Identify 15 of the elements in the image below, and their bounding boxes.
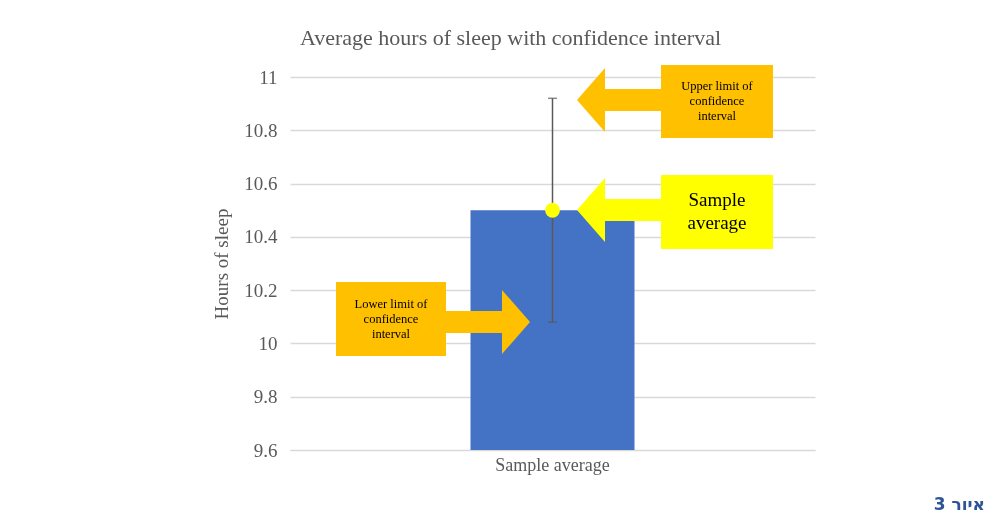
y-tick-label: 10.6 [244, 173, 278, 195]
chart-title: Average hours of sleep with confidence interval [299, 25, 722, 50]
y-tick-label: 10.8 [244, 119, 278, 141]
y-tick-label: 11 [259, 66, 278, 88]
text: איור 3 [933, 494, 985, 514]
y-tick-label: 9.6 [253, 439, 278, 461]
y-axis-title: Hours of sleep [211, 208, 233, 320]
callout-box: Lower limit of confidence interval [336, 282, 446, 356]
x-tick-label: Sample average [495, 454, 610, 475]
callout-box: Upper limit of confidence interval [661, 65, 773, 138]
callout-box: Sample average [661, 175, 773, 249]
y-tick-label: 10 [258, 332, 278, 354]
y-tick-label: 9.8 [253, 386, 278, 408]
y-tick-label: 10.4 [244, 226, 278, 248]
y-tick-label: 10.2 [244, 279, 278, 301]
